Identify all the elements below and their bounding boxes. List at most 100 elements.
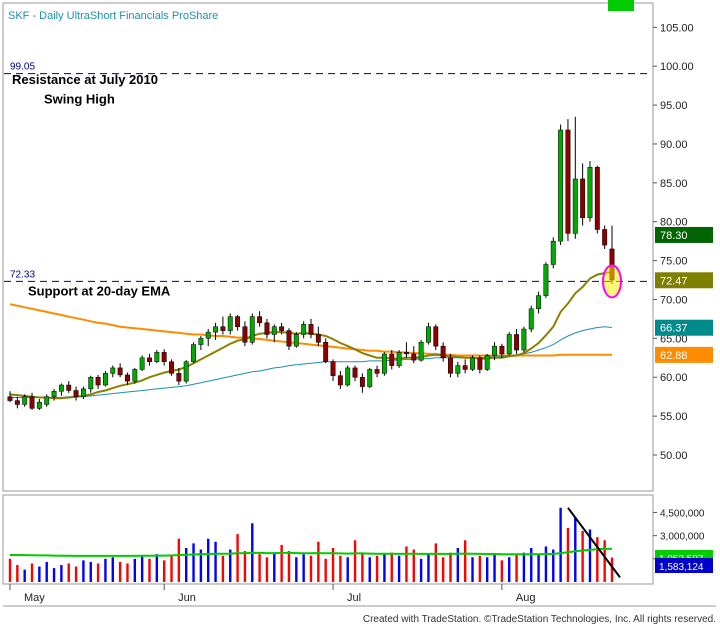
volume-bar: [508, 557, 511, 582]
price-tick-label: 95.00: [660, 100, 688, 112]
date-tick-label: May: [24, 592, 45, 604]
candle-body: [528, 308, 534, 330]
volume-bar: [104, 558, 107, 582]
candle: [543, 262, 549, 298]
price-tag-box: [655, 346, 713, 363]
volume-bar: [361, 552, 364, 582]
candle-body: [198, 338, 204, 345]
candle: [88, 375, 94, 393]
candle-body: [257, 316, 263, 324]
candle: [484, 353, 490, 372]
candle: [580, 163, 586, 226]
candle: [374, 365, 380, 378]
volume-bar: [140, 555, 144, 582]
candle: [411, 346, 417, 364]
candle-body: [315, 334, 321, 343]
candle-body: [381, 353, 387, 374]
volume-bar: [96, 563, 100, 582]
candle-body: [565, 129, 571, 234]
price-tag-label: 72.47: [660, 275, 688, 287]
candle: [337, 371, 343, 389]
volume-bar: [552, 549, 555, 582]
price-tag-box: [655, 226, 713, 243]
candle: [455, 361, 461, 378]
volume-bar: [45, 561, 48, 582]
candle-body: [44, 396, 50, 405]
candle-body: [572, 178, 578, 234]
candle-body: [191, 344, 196, 362]
candle: [308, 318, 314, 339]
volume-bar: [485, 557, 489, 582]
status-indicator: [608, 0, 634, 11]
candle: [73, 386, 79, 401]
annotation-text: Swing High: [44, 92, 115, 107]
candle: [550, 237, 556, 269]
candle-body: [249, 316, 255, 343]
candle-body: [125, 374, 130, 382]
candle-body: [271, 326, 277, 335]
volume-bar: [273, 552, 276, 582]
candle-body: [433, 326, 439, 347]
price-tick-label: 75.00: [660, 256, 688, 268]
price-tag-label: 78.30: [660, 230, 688, 242]
candle-body: [323, 342, 329, 362]
volume-bar: [214, 541, 217, 582]
volume-bar: [67, 563, 70, 582]
candle-body: [359, 376, 365, 387]
candle-body: [367, 369, 373, 387]
date-tick-label: Aug: [516, 592, 536, 604]
candle: [558, 124, 564, 246]
candlesticks: [7, 116, 615, 410]
volume-bar: [390, 552, 393, 582]
volume-bar: [471, 557, 474, 582]
volume-bar: [199, 549, 203, 582]
candle-body: [594, 167, 600, 230]
volume-bar: [339, 555, 342, 582]
candle: [536, 291, 542, 314]
candle: [301, 321, 307, 339]
candle: [58, 383, 64, 396]
volume-bar: [449, 552, 452, 582]
volume-average-line: [10, 547, 613, 557]
volume-bar: [522, 552, 526, 582]
price-axis: 105.00 100.00 95.00 90.00 85.00 80.00 75.00 70.…: [653, 22, 694, 462]
hline-label: 72.33: [10, 269, 35, 280]
candle: [183, 360, 189, 384]
volume-bar: [456, 548, 460, 582]
volume-bar: [265, 557, 269, 582]
price-tick-label: 55.00: [660, 411, 688, 423]
candle-body: [426, 326, 431, 343]
volume-bar: [544, 546, 548, 582]
candle-body: [330, 361, 336, 376]
candle: [572, 116, 578, 239]
candle: [271, 324, 277, 343]
candle-body: [543, 264, 549, 296]
candle-body: [286, 330, 292, 347]
volume-bar: [441, 557, 445, 582]
volume-bar: [82, 560, 85, 582]
volume-bar: [559, 507, 562, 582]
candle: [359, 373, 365, 393]
volume-bar: [317, 541, 320, 582]
volume-bar: [236, 534, 239, 582]
candle-body: [235, 316, 241, 327]
candle: [139, 355, 145, 372]
volume-bar: [478, 555, 482, 582]
candle-body: [154, 352, 160, 362]
candle: [426, 322, 431, 345]
price-tick-label: 85.00: [660, 178, 688, 190]
candle-body: [147, 357, 152, 362]
candle-body: [345, 367, 351, 386]
volume-tag-box: [655, 558, 713, 573]
candle: [80, 386, 86, 400]
candle-body: [550, 240, 556, 265]
candle: [249, 313, 255, 345]
candle-body: [455, 365, 461, 374]
candle: [389, 350, 395, 370]
volume-bar: [368, 557, 371, 582]
price-tick-label: 70.00: [660, 294, 688, 306]
date-axis: May Jun Jul Aug: [9, 584, 536, 604]
candle-body: [462, 365, 468, 370]
candle-body: [14, 400, 20, 405]
